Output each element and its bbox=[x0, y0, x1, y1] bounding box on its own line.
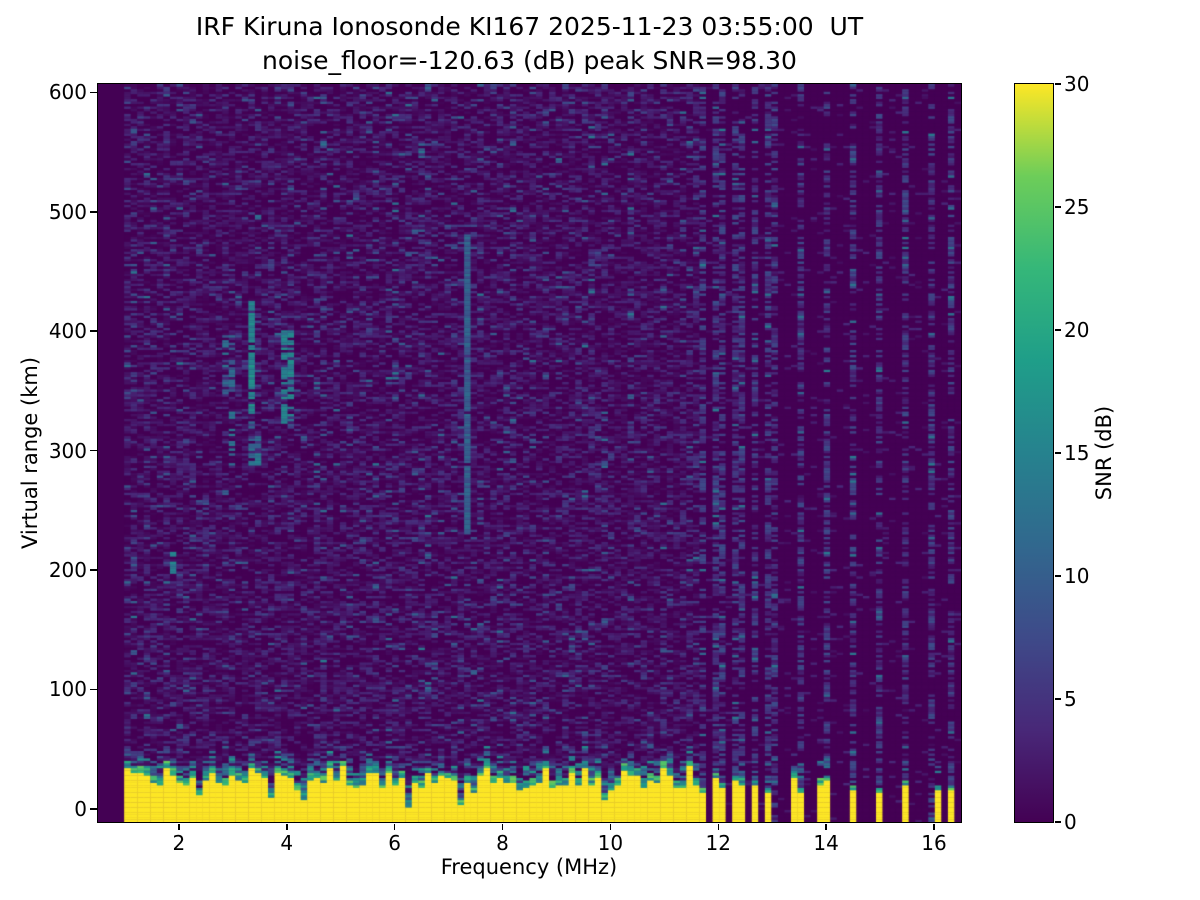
x-axis-label: Frequency (MHz) bbox=[440, 855, 618, 879]
x-tick-mark bbox=[178, 823, 180, 830]
colorbar-tick-label: 20 bbox=[1064, 318, 1090, 342]
colorbar-tick-mark bbox=[1054, 821, 1061, 823]
y-axis-label: Virtual range (km) bbox=[18, 356, 42, 550]
x-tick-mark bbox=[609, 823, 612, 830]
x-tick-label: 14 bbox=[813, 831, 839, 855]
x-tick-mark bbox=[286, 823, 288, 830]
colorbar-tick-label: 15 bbox=[1064, 441, 1090, 465]
ionogram-heatmap-canvas bbox=[97, 83, 961, 822]
y-tick-label: 100 bbox=[48, 677, 87, 702]
y-tick-mark bbox=[90, 808, 97, 810]
colorbar-tick-label: 30 bbox=[1064, 72, 1090, 96]
y-tick-label: 500 bbox=[48, 199, 87, 224]
colorbar bbox=[1013, 82, 1054, 823]
colorbar-tick-mark bbox=[1054, 698, 1061, 700]
y-tick-mark bbox=[90, 91, 97, 94]
x-tick-label: 8 bbox=[496, 831, 509, 855]
chart-title-line2: noise_floor=-120.63 (dB) peak SNR=98.30 bbox=[262, 46, 797, 75]
y-tick-label: 400 bbox=[48, 319, 87, 344]
x-tick-label: 2 bbox=[172, 831, 186, 855]
y-tick-label: 200 bbox=[48, 558, 87, 583]
colorbar-tick-mark bbox=[1054, 575, 1061, 577]
y-tick-label: 0 bbox=[74, 796, 87, 821]
y-tick-mark bbox=[90, 330, 97, 332]
x-tick-mark bbox=[717, 823, 720, 830]
plot-frame bbox=[96, 82, 962, 823]
colorbar-tick-mark bbox=[1054, 83, 1061, 85]
x-tick-label: 16 bbox=[921, 831, 947, 855]
x-tick-label: 6 bbox=[388, 831, 402, 855]
y-tick-mark bbox=[90, 569, 97, 571]
colorbar-tick-mark bbox=[1054, 452, 1061, 454]
chart-title-line1: IRF Kiruna Ionosonde KI167 2025-11-23 03… bbox=[195, 12, 864, 41]
x-tick-mark bbox=[393, 823, 396, 830]
x-tick-mark bbox=[933, 823, 935, 830]
y-tick-mark bbox=[90, 449, 97, 452]
x-tick-label: 4 bbox=[280, 831, 294, 855]
colorbar-gradient bbox=[1014, 83, 1053, 822]
colorbar-tick-label: 25 bbox=[1064, 195, 1090, 219]
colorbar-tick-label: 0 bbox=[1064, 810, 1077, 834]
y-tick-label: 600 bbox=[48, 80, 87, 105]
colorbar-tick-label: 5 bbox=[1064, 687, 1077, 711]
x-tick-label: 12 bbox=[705, 831, 731, 855]
y-tick-mark bbox=[90, 211, 97, 213]
y-tick-mark bbox=[90, 688, 97, 691]
colorbar-tick-mark bbox=[1054, 329, 1061, 331]
colorbar-tick-mark bbox=[1054, 206, 1061, 208]
x-tick-mark bbox=[825, 823, 827, 830]
y-tick-label: 300 bbox=[48, 438, 87, 463]
x-tick-mark bbox=[501, 823, 504, 830]
colorbar-tick-label: 10 bbox=[1064, 564, 1090, 588]
chart-title: IRF Kiruna Ionosonde KI167 2025-11-23 03… bbox=[98, 10, 961, 78]
colorbar-label: SNR (dB) bbox=[1092, 405, 1116, 501]
x-tick-label: 10 bbox=[597, 831, 624, 855]
